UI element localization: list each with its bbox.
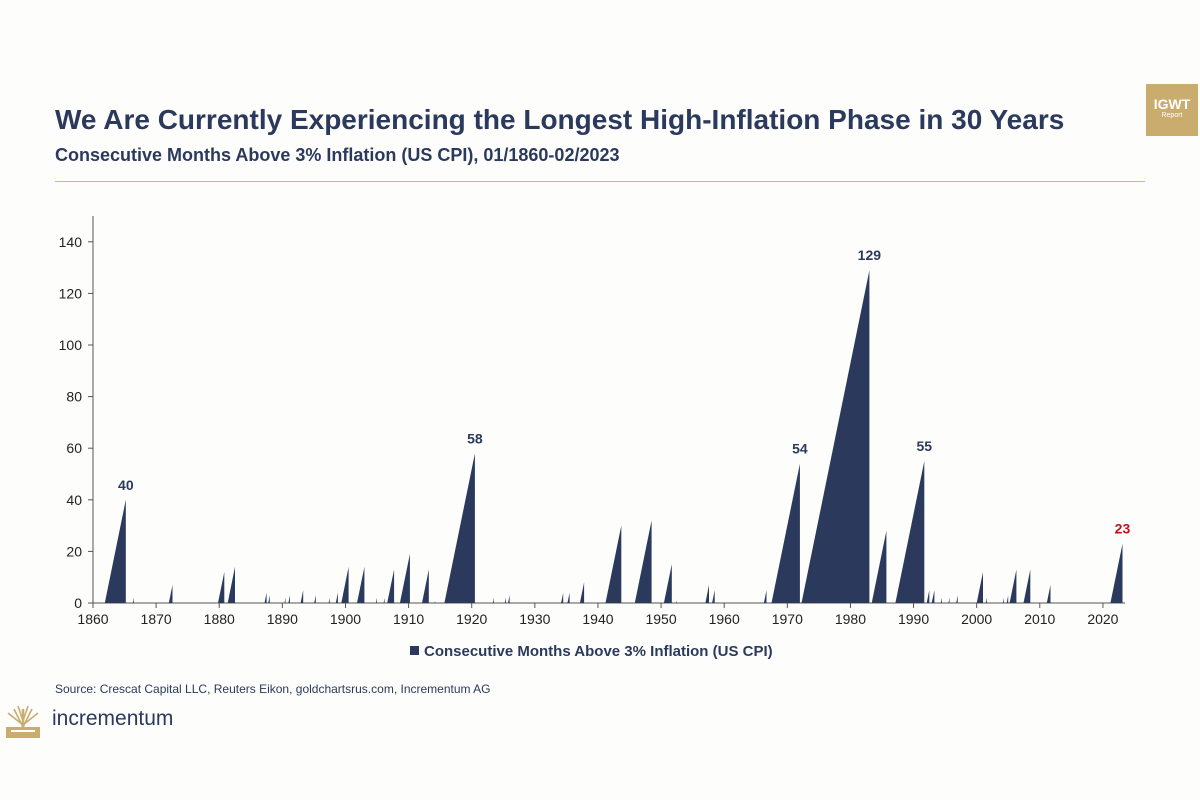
inflation-episode [1110,543,1123,603]
inflation-episode [335,592,338,603]
x-tick-label: 1870 [141,611,172,627]
x-tick-label: 1890 [267,611,298,627]
inflation-episode [504,597,506,603]
x-tick-label: 1930 [519,611,550,627]
y-tick-label: 60 [66,440,82,456]
inflation-episode [434,600,436,603]
inflation-episode [663,564,672,603]
x-tick-label: 1900 [330,611,361,627]
x-tick-label: 2010 [1024,611,1055,627]
data-label: 129 [858,247,882,263]
logo-text: incrementum [52,707,174,730]
inflation-episode [376,597,377,603]
inflation-episode [579,582,585,603]
inflation-episode [605,525,622,603]
data-label: 58 [467,430,483,446]
inflation-episode [508,595,510,603]
page-subtitle: Consecutive Months Above 3% Inflation (U… [55,145,620,165]
inflation-episode [357,566,365,603]
page-title: We Are Currently Experiencing the Longes… [55,104,1065,135]
inflation-episode [926,590,930,603]
x-tick-label: 1860 [77,611,108,627]
y-tick-label: 20 [66,543,82,559]
inflation-episode [444,453,475,603]
igwt-report-badge: IGWT Report [1146,84,1198,136]
badge-subtitle: Report [1161,112,1183,119]
inflation-episode [104,499,126,603]
inflation-episode [985,597,987,603]
x-tick-label: 1950 [645,611,676,627]
inflation-episode [634,520,652,603]
x-tick-label: 2000 [961,611,992,627]
data-label: 40 [118,477,134,493]
inflation-episode [300,590,304,603]
inflation-episode [387,569,395,603]
inflation-episode [328,597,330,603]
x-tick-label: 1880 [204,611,235,627]
inflation-episode [931,590,935,603]
inflation-episode [956,595,958,603]
x-tick-label: 1910 [393,611,424,627]
inflation-episode [264,592,267,603]
tree-logo-icon [6,705,40,738]
inflation-episode [1006,595,1009,603]
inflation-episode [218,572,225,603]
inflation-episode [133,597,134,603]
x-tick-label: 1920 [456,611,487,627]
inflation-episode [268,595,270,603]
data-label: 55 [916,438,932,454]
x-tick-label: 1960 [709,611,740,627]
y-tick-label: 120 [59,285,83,301]
inflation-episode [422,569,429,603]
inflation-episode [801,270,870,603]
source-note: Source: Crescat Capital LLC, Reuters Eik… [55,682,491,696]
x-tick-label: 1940 [582,611,613,627]
inflation-episode [1046,584,1051,603]
inflation-episode [705,584,709,603]
x-tick-label: 2020 [1087,611,1118,627]
legend-swatch [410,646,419,655]
x-tick-label: 1970 [772,611,803,627]
data-label: 54 [792,441,808,457]
inflation-episode [284,597,286,603]
inflation-episode [676,600,677,603]
title-divider [55,181,1145,182]
inflation-episode [940,597,942,603]
inflation-episode [227,566,235,603]
inflation-episode [712,590,715,603]
x-tick-label: 1980 [835,611,866,627]
y-tick-label: 80 [66,389,82,405]
inflation-episode [399,554,410,603]
inflation-episode [314,595,316,603]
inflation-episode [771,463,800,603]
inflation-episode [763,590,767,603]
inflation-episode [168,584,173,603]
inflation-episode [871,530,887,603]
inflation-episode [492,597,494,603]
y-tick-label: 100 [59,337,83,353]
inflation-episode [1023,569,1031,603]
inflation-episode [288,595,290,603]
y-tick-label: 40 [66,492,82,508]
x-tick-label: 1990 [898,611,929,627]
inflation-episode [383,597,385,603]
data-label: 23 [1115,521,1131,537]
inflation-episode [895,461,925,603]
inflation-episode [976,572,983,603]
inflation-episode [561,592,564,603]
inflation-episode [948,597,950,603]
y-tick-label: 0 [74,595,82,611]
legend-label: Consecutive Months Above 3% Inflation (U… [424,643,773,660]
y-tick-label: 140 [59,234,83,250]
inflation-episode [1009,569,1017,603]
inflation-episode [341,566,349,603]
inflation-episode [1002,597,1004,603]
inflation-episode [567,592,570,603]
badge-title: IGWT [1153,96,1191,112]
